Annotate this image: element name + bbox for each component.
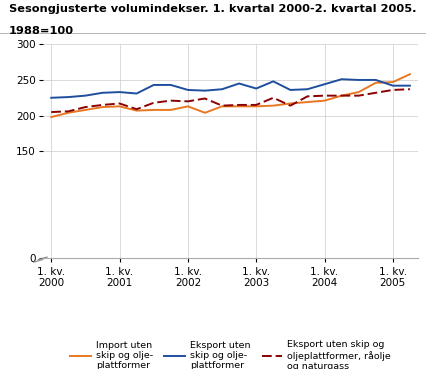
- Text: Sesongjusterte volumindekser. 1. kvartal 2000-2. kvartal 2005.: Sesongjusterte volumindekser. 1. kvartal…: [9, 4, 415, 14]
- Text: 1988=100: 1988=100: [9, 26, 74, 36]
- Legend: Import uten
skip og olje-
plattformer, Eksport uten
skip og olje-
plattformer, E: Import uten skip og olje- plattformer, E…: [70, 340, 390, 369]
